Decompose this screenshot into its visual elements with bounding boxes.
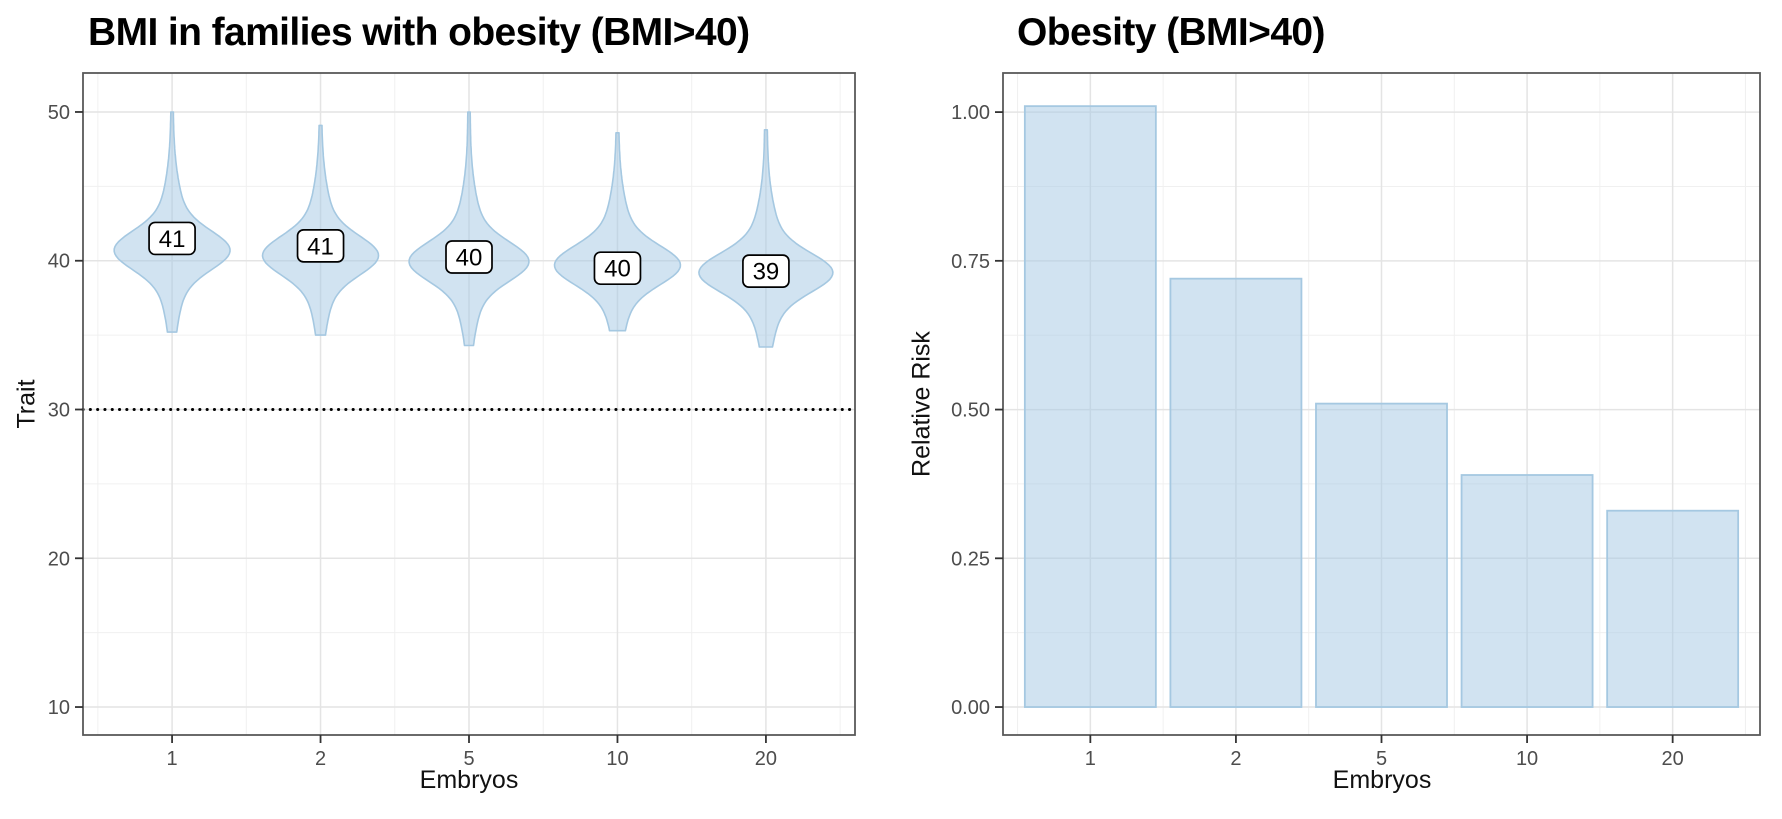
violin-mean-label-box-5 — [445, 240, 493, 274]
y-tick-label-0.50: 0.50 — [951, 400, 990, 422]
violin-mean-label-box-1 — [148, 221, 196, 256]
violin-chart-canvas: 10 20 30 40 50 1 2 5 10 20 41 41 40 40 39 — [0, 0, 891, 814]
bar-embryos-10 — [1460, 474, 1594, 708]
x-tick-label-2: 2 — [315, 748, 326, 770]
bar-chart-title: Obesity (BMI>40) — [1017, 11, 1326, 54]
violin-plot-svg: 10 20 30 40 50 1 2 5 10 20 41 41 40 40 39 — [48, 72, 857, 770]
violin-chart-title: BMI in families with obesity (BMI>40) — [88, 11, 750, 54]
y-tick-label-40: 40 — [48, 251, 70, 273]
x-tick-label-2: 2 — [1230, 748, 1241, 770]
y-tick-label-0.00: 0.00 — [951, 697, 990, 719]
violin-mean-label-1: 41 — [159, 226, 186, 253]
x-tick-label-1: 1 — [1085, 748, 1096, 770]
violin-embryos-10 — [553, 132, 682, 332]
violin-embryos-20 — [698, 129, 834, 348]
axis-tick-marks — [75, 111, 767, 743]
x-tick-label-5: 5 — [463, 748, 474, 770]
violin-mean-label-box-10 — [593, 251, 642, 286]
y-tick-label-30: 30 — [48, 400, 70, 422]
y-tick-label-0.25: 0.25 — [951, 548, 990, 570]
y-tick-label-10: 10 — [48, 697, 70, 719]
bar-embryos-2 — [1169, 277, 1303, 708]
violin-x-axis-title: Embryos — [419, 766, 519, 794]
violin-mean-label-5: 40 — [456, 245, 483, 272]
x-tick-label-10: 10 — [606, 748, 628, 770]
bar-embryos-5 — [1315, 402, 1448, 708]
y-tick-label-1.00: 1.00 — [951, 102, 990, 124]
violin-mean-label-box-20 — [742, 254, 790, 289]
bar-embryos-1 — [1023, 105, 1157, 708]
axis-tick-marks — [995, 111, 1674, 743]
violin-figure: BMI in families with obesity (BMI>40) 10… — [0, 0, 891, 814]
y-tick-label-50: 50 — [48, 102, 70, 124]
violin-y-axis-title: Trait — [12, 379, 41, 429]
violin-embryos-5 — [408, 111, 530, 347]
violin-mean-label-box-2 — [296, 229, 345, 263]
violin-mean-label-10: 40 — [604, 256, 631, 283]
x-tick-label-1: 1 — [167, 748, 178, 770]
bar-figure: Obesity (BMI>40) 0.00 0.25 0.50 0.75 1.00 1 2 5… — [891, 0, 1782, 814]
x-tick-label-20: 20 — [755, 748, 777, 770]
y-tick-label-20: 20 — [48, 548, 70, 570]
bar-x-axis-title: Embryos — [1332, 766, 1432, 794]
y-tick-label-0.75: 0.75 — [951, 251, 990, 273]
bar-embryos-20 — [1606, 509, 1740, 708]
bar-y-axis-title: Relative Risk — [907, 331, 936, 477]
bar-plot-svg: 0.00 0.25 0.50 0.75 1.00 1 2 5 10 20 — [951, 72, 1761, 770]
violin-mean-label-2: 41 — [307, 233, 334, 260]
x-tick-label-10: 10 — [1516, 748, 1538, 770]
violin-mean-label-20: 39 — [753, 259, 780, 286]
x-tick-label-5: 5 — [1376, 748, 1387, 770]
bar-chart-canvas: 0.00 0.25 0.50 0.75 1.00 1 2 5 10 20 — [891, 0, 1782, 814]
x-tick-label-20: 20 — [1662, 748, 1684, 770]
